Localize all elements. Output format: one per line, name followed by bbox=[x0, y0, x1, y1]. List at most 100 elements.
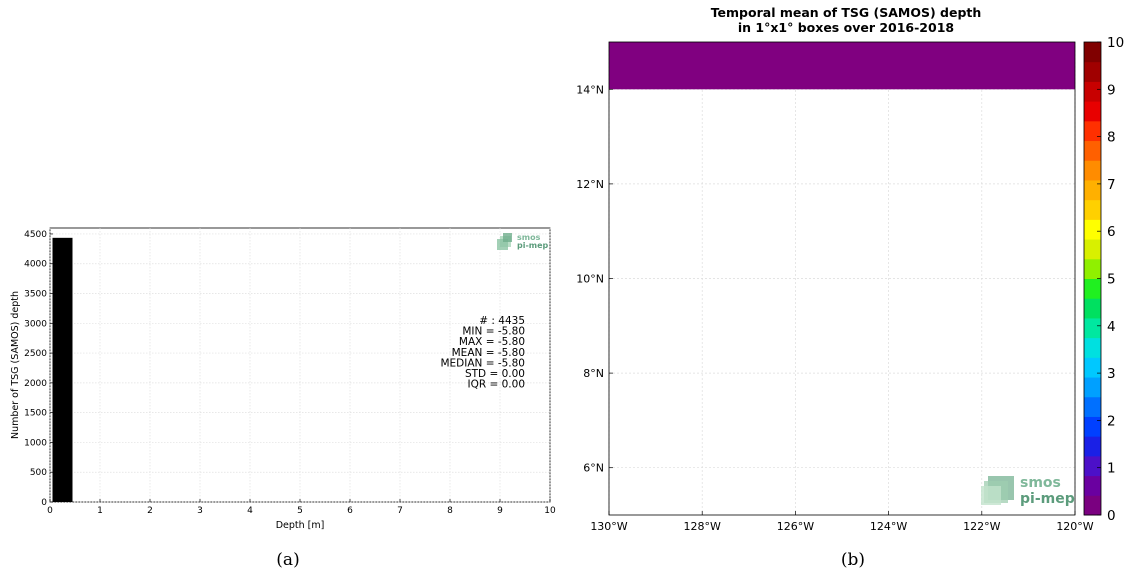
colorbar-segment bbox=[1084, 278, 1101, 299]
colorbar-segment bbox=[1084, 42, 1101, 63]
logo-text-smos: smos bbox=[517, 233, 541, 242]
map-x-tick-label: 122°W bbox=[963, 520, 1000, 533]
histogram-x-tick-label: 4 bbox=[247, 506, 253, 516]
histogram-panel: 0 1 2 3 4 5 6 7 8 9 10 0 500 1000 1500 2000 2500 3000 350… bbox=[10, 227, 556, 570]
map-y-tick-label: 12°N bbox=[576, 178, 604, 191]
histogram-y-tick-label: 3000 bbox=[24, 319, 47, 329]
map-y-ticks: 6°N 8°N 10°N 12°N 14°N bbox=[576, 83, 613, 475]
histogram-x-tick-label: 8 bbox=[447, 506, 453, 516]
histogram-x-tick-label: 6 bbox=[347, 506, 353, 516]
colorbar-segment bbox=[1084, 337, 1101, 358]
map-y-tick-label: 8°N bbox=[583, 367, 604, 380]
map-x-tick-label: 120°W bbox=[1056, 520, 1093, 533]
colorbar-segment bbox=[1084, 140, 1101, 161]
histogram-stat-line: MEAN = -5.80 bbox=[452, 347, 525, 359]
colorbar-segment bbox=[1084, 120, 1101, 142]
histogram-stat-line: STD = 0.00 bbox=[465, 368, 525, 380]
histogram-bar bbox=[52, 237, 73, 503]
histogram-logo: smos pi-mep bbox=[497, 233, 549, 250]
histogram-stat-line: MEDIAN = -5.80 bbox=[440, 357, 525, 369]
histogram-stat-line: IQR = 0.00 bbox=[467, 379, 525, 391]
histogram-x-tick-label: 2 bbox=[147, 506, 153, 516]
histogram-x-tick-label: 9 bbox=[497, 506, 503, 516]
map-x-tick-label: 128°W bbox=[684, 520, 721, 533]
colorbar bbox=[1083, 41, 1102, 516]
histogram-x-tick-label: 3 bbox=[197, 506, 203, 516]
histogram-stat-line: MIN = -5.80 bbox=[462, 326, 525, 338]
colorbar-segment bbox=[1084, 81, 1101, 102]
colorbar-segment bbox=[1084, 239, 1101, 260]
map-title: Temporal mean of TSG (SAMOS) depth bbox=[711, 5, 982, 20]
colorbar-tick-label: 10 bbox=[1107, 35, 1124, 51]
map-panel: Temporal mean of TSG (SAMOS) depth in 1°… bbox=[576, 5, 1124, 570]
map-x-ticks: 130°W 128°W 126°W 124°W 122°W 120°W bbox=[590, 511, 1094, 533]
colorbar-segment bbox=[1084, 317, 1101, 339]
histogram-y-tick-label: 4000 bbox=[24, 260, 47, 270]
colorbar-segment bbox=[1084, 199, 1101, 220]
histogram-stat-line: # : 4435 bbox=[479, 315, 525, 327]
colorbar-tick-label: 0 bbox=[1107, 508, 1116, 524]
histogram-grid bbox=[49, 228, 551, 503]
histogram-x-tick-label: 7 bbox=[397, 506, 403, 516]
colorbar-segment bbox=[1084, 416, 1101, 437]
histogram-y-ticks: 0 500 1000 1500 2000 2500 3000 3500 4000 4500 bbox=[24, 230, 53, 508]
colorbar-tick-label: 3 bbox=[1107, 366, 1116, 382]
colorbar-segment bbox=[1084, 455, 1101, 477]
histogram-y-tick-label: 0 bbox=[41, 498, 47, 508]
logo-squares-icon bbox=[981, 476, 1014, 505]
colorbar-segment bbox=[1084, 219, 1101, 240]
histogram-bars bbox=[52, 237, 73, 503]
histogram-y-tick-label: 500 bbox=[30, 468, 47, 478]
histogram-y-tick-label: 3500 bbox=[24, 290, 47, 300]
histogram-y-tick-label: 1500 bbox=[24, 409, 47, 419]
colorbar-tick-label: 2 bbox=[1107, 413, 1116, 429]
colorbar-tick-label: 6 bbox=[1107, 224, 1116, 240]
map-y-tick-label: 6°N bbox=[583, 462, 604, 475]
colorbar-tick-label: 9 bbox=[1107, 82, 1116, 98]
logo-text-pimep: pi-mep bbox=[517, 241, 549, 250]
colorbar-segment bbox=[1084, 495, 1101, 516]
caption-a: (a) bbox=[276, 550, 299, 570]
colorbar-tick-label: 5 bbox=[1107, 272, 1116, 288]
histogram-x-tick-label: 10 bbox=[544, 506, 556, 516]
colorbar-segment bbox=[1084, 475, 1101, 496]
colorbar-segment bbox=[1084, 436, 1101, 457]
logo-text-pimep: pi-mep bbox=[1020, 491, 1075, 507]
caption-b: (b) bbox=[841, 550, 865, 570]
colorbar-segment bbox=[1084, 258, 1101, 279]
colorbar-segment bbox=[1084, 101, 1101, 122]
histogram-x-tick-label: 0 bbox=[47, 506, 53, 516]
map-y-tick-label: 10°N bbox=[576, 273, 604, 286]
colorbar-segment bbox=[1084, 160, 1101, 181]
histogram-x-tick-label: 5 bbox=[297, 506, 303, 516]
colorbar-ticks: 0 1 2 3 4 5 6 7 8 9 10 bbox=[1097, 35, 1124, 524]
map-logo: smos pi-mep bbox=[981, 475, 1075, 507]
map-x-tick-label: 124°W bbox=[870, 520, 907, 533]
colorbar-segment bbox=[1084, 357, 1101, 378]
histogram-x-ticks: 0 1 2 3 4 5 6 7 8 9 10 bbox=[47, 499, 556, 516]
map-x-tick-label: 126°W bbox=[777, 520, 814, 533]
colorbar-segment bbox=[1084, 377, 1101, 398]
colorbar-segment bbox=[1084, 396, 1101, 417]
histogram-stat-line: MAX = -5.80 bbox=[459, 336, 525, 348]
histogram-y-tick-label: 1000 bbox=[24, 438, 47, 448]
histogram-y-tick-label: 2000 bbox=[24, 379, 47, 389]
colorbar-tick-label: 7 bbox=[1107, 177, 1116, 193]
colorbar-tick-label: 4 bbox=[1107, 319, 1116, 335]
logo-squares-icon bbox=[497, 233, 512, 250]
histogram-x-tick-label: 1 bbox=[97, 506, 103, 516]
map-subtitle: in 1°x1° boxes over 2016-2018 bbox=[738, 20, 954, 35]
colorbar-tick-label: 8 bbox=[1107, 130, 1116, 146]
histogram-x-label: Depth [m] bbox=[276, 520, 325, 531]
colorbar-segment bbox=[1084, 298, 1101, 319]
colorbar-tick-label: 1 bbox=[1107, 461, 1116, 477]
map-x-tick-label: 130°W bbox=[590, 520, 627, 533]
logo-text-smos: smos bbox=[1020, 475, 1061, 491]
colorbar-segment bbox=[1084, 61, 1101, 82]
colorbar-segment bbox=[1084, 179, 1101, 201]
map-y-tick-label: 14°N bbox=[576, 83, 604, 96]
map-filled-region bbox=[609, 42, 1075, 90]
histogram-y-label: Number of TSG (SAMOS) depth bbox=[10, 291, 21, 439]
